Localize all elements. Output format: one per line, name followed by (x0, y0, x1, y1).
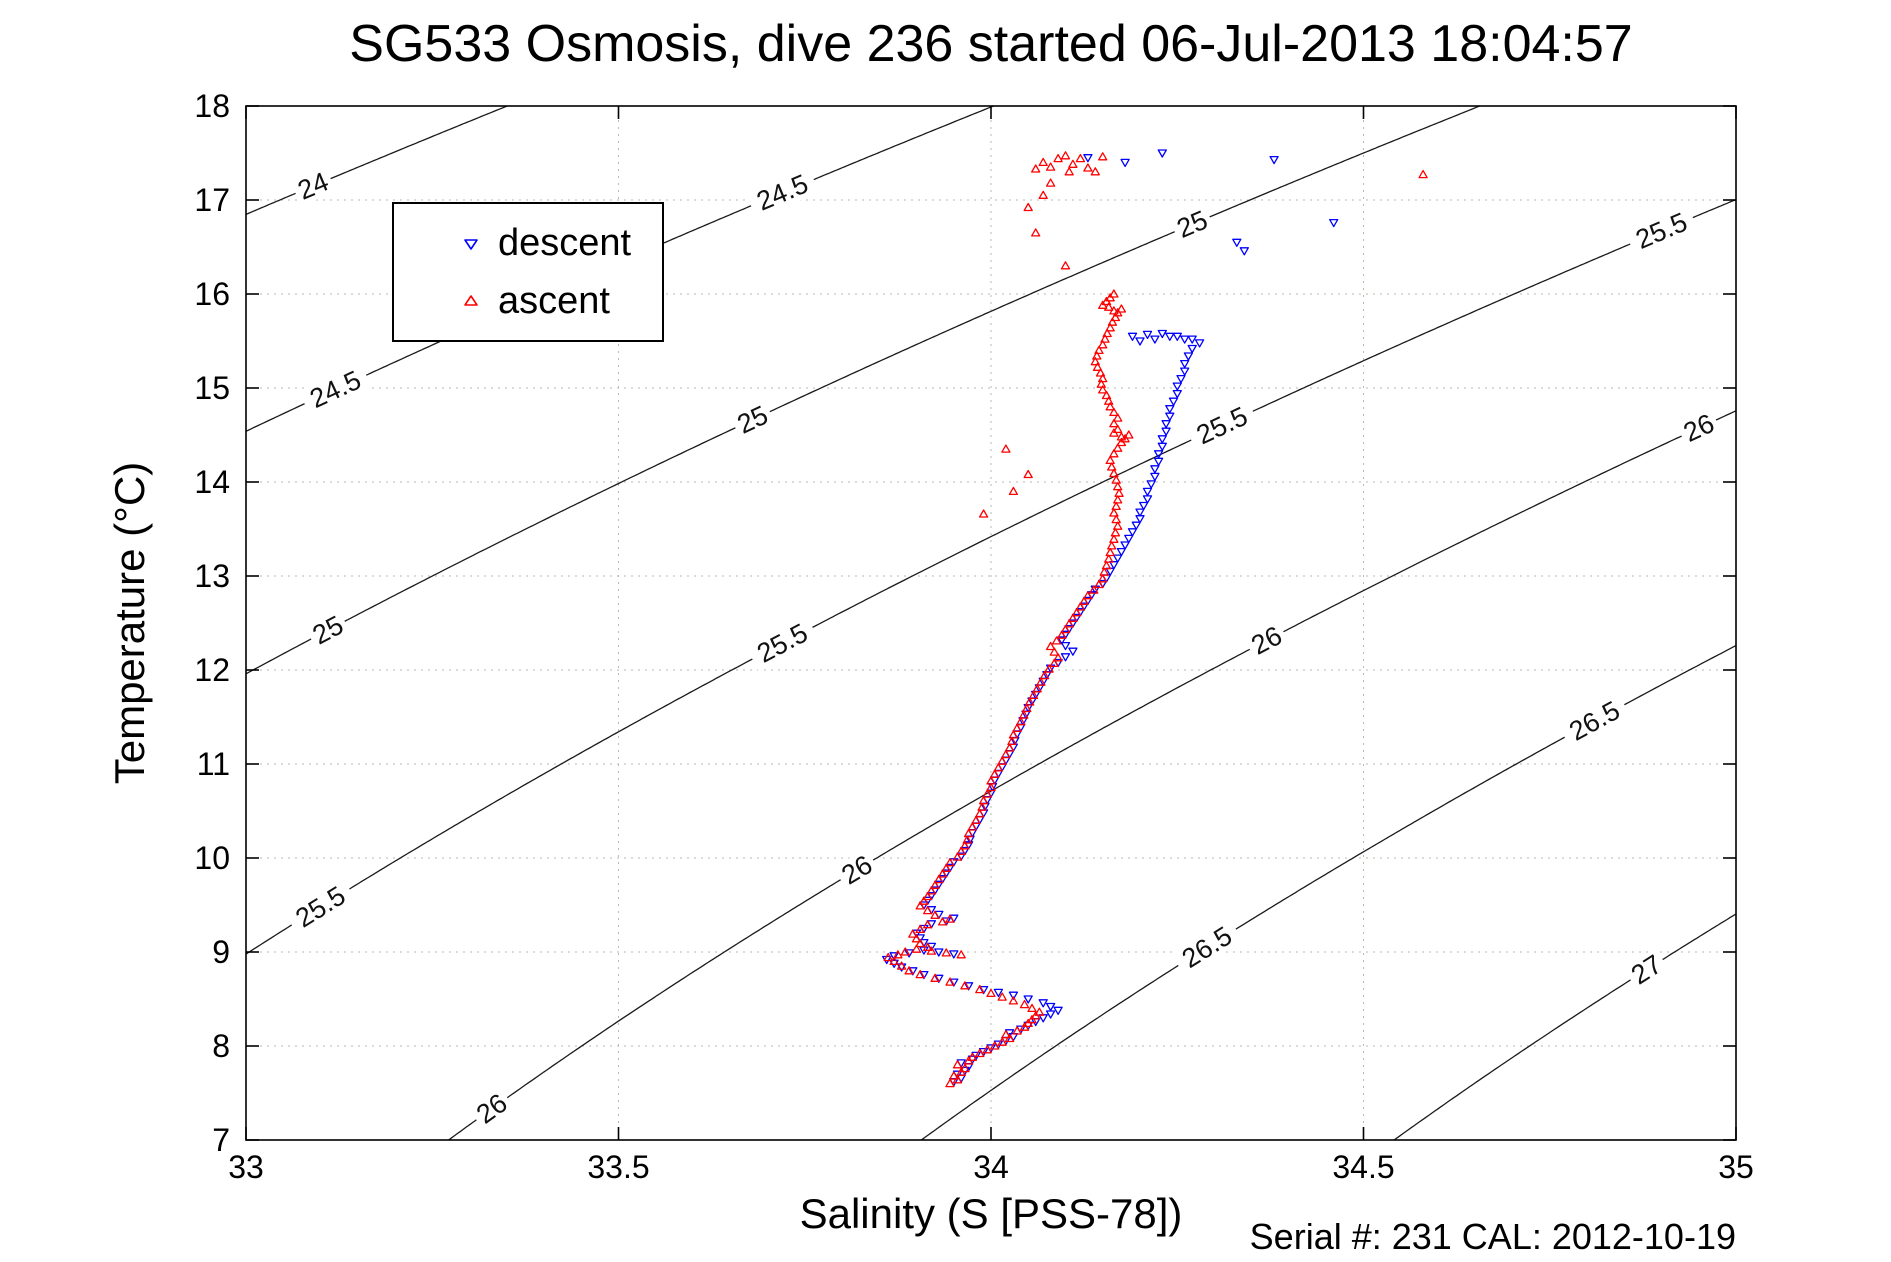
tick-labels: 33 33.5 34 34.5 35 7 8 9 10 11 12 13 14 15 16 17 18 (194, 88, 1753, 1185)
grid-lines (246, 106, 1736, 1140)
svg-text:8: 8 (212, 1028, 230, 1064)
svg-text:18: 18 (194, 88, 230, 124)
legend-label-descent: descent (498, 222, 632, 264)
svg-text:25: 25 (308, 610, 349, 651)
svg-text:26: 26 (836, 849, 877, 890)
svg-text:34: 34 (973, 1149, 1009, 1185)
svg-text:13: 13 (194, 558, 230, 594)
svg-text:12: 12 (194, 652, 230, 688)
series-descent (882, 149, 1339, 1087)
chart-title: SG533 Osmosis, dive 236 started 06-Jul-2… (349, 15, 1633, 73)
x-axis-label: Salinity (S [PSS-78]) (799, 1190, 1183, 1237)
svg-text:17: 17 (194, 182, 230, 218)
svg-text:24.5: 24.5 (752, 169, 812, 217)
series-ascent (883, 151, 1428, 1088)
svg-text:7: 7 (212, 1122, 230, 1158)
legend: descent ascent (392, 202, 664, 342)
svg-text:26: 26 (471, 1088, 513, 1130)
triangle-up-icon (464, 295, 478, 306)
svg-text:10: 10 (194, 840, 230, 876)
serial-cal-annotation: Serial #: 231 CAL: 2012-10-19 (1249, 1216, 1736, 1257)
svg-text:34.5: 34.5 (1332, 1149, 1394, 1185)
svg-text:27: 27 (1626, 949, 1667, 990)
legend-item-descent: descent (458, 224, 662, 262)
y-axis-label: Temperature (°C) (106, 461, 153, 785)
svg-text:9: 9 (212, 934, 230, 970)
svg-text:11: 11 (197, 746, 230, 782)
svg-text:26: 26 (1246, 620, 1287, 661)
svg-text:25.5: 25.5 (1631, 207, 1691, 255)
svg-text:15: 15 (194, 370, 230, 406)
svg-text:14: 14 (194, 464, 230, 500)
triangle-down-icon (464, 239, 478, 250)
isopycnal-contours (245, 105, 1737, 1141)
axes-box (245, 105, 1737, 1141)
svg-text:33: 33 (228, 1149, 264, 1185)
legend-item-ascent: ascent (458, 282, 662, 320)
svg-text:33.5: 33.5 (587, 1149, 649, 1185)
legend-label-ascent: ascent (498, 280, 610, 322)
svg-text:35: 35 (1718, 1149, 1754, 1185)
svg-text:16: 16 (194, 276, 230, 312)
